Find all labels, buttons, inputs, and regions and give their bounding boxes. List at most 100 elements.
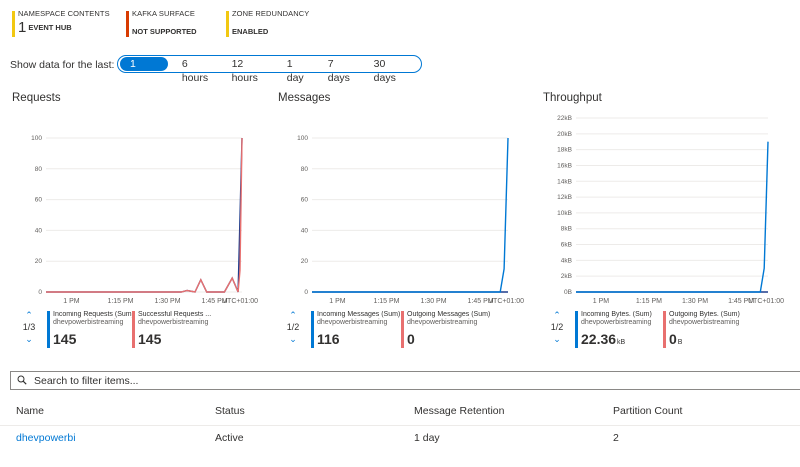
stat-label: NAMESPACE CONTENTS: [18, 9, 110, 18]
column-header-message-retention[interactable]: Message Retention: [414, 405, 505, 417]
y-tick-label: 10kB: [557, 210, 572, 217]
stat-value: 1 EVENT HUB: [18, 19, 72, 36]
x-tick-label: 1:30 PM: [154, 298, 180, 305]
legend-swatch: [132, 311, 135, 348]
event-hub-link[interactable]: dhevpowerbi: [16, 432, 76, 444]
x-tick-label: 1 PM: [63, 298, 80, 305]
stat-color-bar: [126, 11, 129, 37]
y-tick-label: 20: [35, 258, 43, 265]
legend-series-name: Incoming Bytes. (Sum): [581, 311, 652, 318]
stat-zone-redundancy: ZONE REDUNDANCY ENABLED: [226, 9, 309, 37]
x-tick-label: 1:15 PM: [373, 298, 399, 305]
y-tick-label: 0B: [564, 289, 572, 296]
x-tick-label: 1:45 PM: [468, 298, 494, 305]
x-tick-label: UTC+01:00: [488, 298, 524, 305]
y-tick-label: 100: [31, 135, 42, 142]
legend-series-name: Outgoing Messages (Sum): [407, 311, 491, 318]
y-tick-label: 100: [297, 135, 308, 142]
legend-item-outgoing-messages[interactable]: Outgoing Messages (Sum) dhevpowerbistrea…: [401, 311, 507, 351]
legend-series-source: dhevpowerbistreaming: [407, 319, 478, 326]
messages-chart-title: Messages: [278, 92, 331, 104]
legend-item-successful-requests[interactable]: Successful Requests ... dhevpowerbistrea…: [132, 311, 238, 351]
legend-item-outgoing-bytes[interactable]: Outgoing Bytes. (Sum) dhevpowerbistreami…: [663, 311, 769, 351]
row-message-retention: 1 day: [414, 432, 440, 444]
legend-item-incoming-bytes[interactable]: Incoming Bytes. (Sum) dhevpowerbistreami…: [575, 311, 671, 351]
stat-color-bar: [226, 11, 229, 37]
chevron-down-icon[interactable]: ⌄: [553, 334, 561, 344]
y-tick-label: 6kB: [561, 242, 572, 249]
column-header-name[interactable]: Name: [16, 405, 45, 417]
y-tick-label: 2kB: [561, 273, 572, 280]
legend-series-value: 116: [317, 331, 340, 347]
stat-value: ENABLED: [232, 27, 269, 36]
legend-swatch: [311, 311, 314, 348]
chevron-up-icon[interactable]: ⌃: [25, 310, 33, 320]
legend-series-source: dhevpowerbistreaming: [53, 319, 124, 326]
legend-pager: ⌃ 1/2 ⌄: [550, 310, 564, 344]
y-tick-label: 14kB: [557, 178, 572, 185]
x-tick-label: 1:45 PM: [728, 298, 754, 305]
y-tick-label: 20kB: [557, 131, 572, 138]
x-tick-label: 1:15 PM: [636, 298, 662, 305]
y-tick-label: 80: [35, 166, 43, 173]
legend-series-name: Successful Requests ...: [138, 311, 212, 318]
legend-item-incoming-messages[interactable]: Incoming Messages (Sum) dhevpowerbistrea…: [311, 311, 407, 351]
requests-legend: ⌃ 1/3 ⌄ Incoming Requests (Sum) dhevpowe…: [22, 311, 262, 351]
chevron-down-icon[interactable]: ⌄: [289, 334, 297, 344]
messages-chart-svg: 100 80 60 40 20 0 1 PM 1:15 PM 1:30 PM 1:45 PMUTC…: [297, 135, 524, 305]
stat-value: NOT SUPPORTED: [132, 27, 197, 36]
y-tick-label: 0: [38, 289, 42, 296]
y-tick-label: 8kB: [561, 226, 572, 233]
x-tick-label: 1 PM: [593, 298, 610, 305]
timerange-12-hours[interactable]: 12 hours: [231, 58, 258, 84]
timerange-selector: 1 hour 6 hours 12 hours 1 day 7 days 30 …: [117, 55, 422, 84]
column-header-status[interactable]: Status: [215, 405, 245, 417]
x-tick-label: 1:15 PM: [107, 298, 133, 305]
search-input[interactable]: [32, 373, 800, 388]
table-row[interactable]: dhevpowerbi Active 1 day 2: [0, 426, 800, 452]
column-header-partition-count[interactable]: Partition Count: [613, 405, 683, 417]
messages-chart[interactable]: 100 80 60 40 20 0 1 PM 1:15 PM 1:30 PM 1:45 PM UTC…: [296, 110, 524, 315]
row-partition-count: 2: [613, 432, 619, 444]
timerange-7-days[interactable]: 7 days: [327, 58, 350, 84]
legend-page-number: 1/2: [550, 322, 564, 332]
legend-swatch: [575, 311, 578, 348]
legend-pager: ⌃ 1/2 ⌄: [286, 310, 300, 344]
chevron-down-icon[interactable]: ⌄: [25, 334, 33, 344]
chevron-up-icon[interactable]: ⌃: [289, 310, 297, 320]
legend-series-value: 145: [138, 331, 162, 347]
timerange-1-day[interactable]: 1 day: [286, 58, 304, 84]
requests-chart-title: Requests: [12, 92, 61, 104]
timerange-1-hour[interactable]: 1 hour: [120, 57, 168, 84]
legend-series-name: Outgoing Bytes. (Sum): [669, 311, 740, 318]
legend-series-source: dhevpowerbistreaming: [581, 319, 652, 326]
y-tick-label: 18kB: [557, 147, 572, 154]
timerange-6-hours[interactable]: 6 hours: [181, 58, 209, 84]
legend-swatch: [47, 311, 50, 348]
x-tick-label: 1:45 PM: [202, 298, 228, 305]
y-tick-label: 60: [35, 197, 43, 204]
chevron-up-icon[interactable]: ⌃: [553, 310, 561, 320]
stat-label: ZONE REDUNDANCY: [232, 9, 310, 18]
legend-swatch: [663, 311, 666, 348]
series-line: [576, 141, 769, 293]
throughput-chart-svg: 22kB 20kB 18kB 16kB 14kB 12kB 10kB 8kB 6kB 4kB 2kB…: [557, 115, 784, 305]
table-header: Name Status Message Retention Partition …: [0, 399, 800, 426]
x-tick-label: UTC+01:00: [748, 298, 784, 305]
x-tick-label: 1 PM: [329, 298, 346, 305]
throughput-chart[interactable]: 22kB 20kB 18kB 16kB 14kB 12kB 10kB 8kB 6kB 4kB 2kB…: [546, 110, 784, 315]
y-tick-label: 60: [301, 197, 309, 204]
y-tick-label: 16kB: [557, 162, 572, 169]
x-tick-label: UTC+01:00: [222, 298, 258, 305]
throughput-chart-title: Throughput: [543, 92, 602, 104]
stat-namespace-contents: NAMESPACE CONTENTS 1 EVENT HUB: [12, 9, 110, 37]
legend-series-value: 0: [407, 331, 415, 347]
timerange-30-days[interactable]: 30 days: [373, 58, 396, 84]
requests-chart-svg: 100 80 60 40 20 0 1 PM 1:15 PM 1:30 PM 1:45 PMUTC…: [31, 135, 258, 305]
legend-item-incoming-requests[interactable]: Incoming Requests (Sum) dhevpowerbistrea…: [47, 311, 153, 351]
y-tick-label: 22kB: [557, 115, 572, 122]
legend-series-value: 22.36kB: [581, 331, 626, 347]
requests-chart[interactable]: 100 80 60 40 20 0 1 PM 1:15 PM 1:30 PM 1:45 PM UTC…: [30, 110, 258, 315]
y-tick-label: 40: [301, 227, 309, 234]
legend-page-number: 1/3: [22, 322, 36, 332]
